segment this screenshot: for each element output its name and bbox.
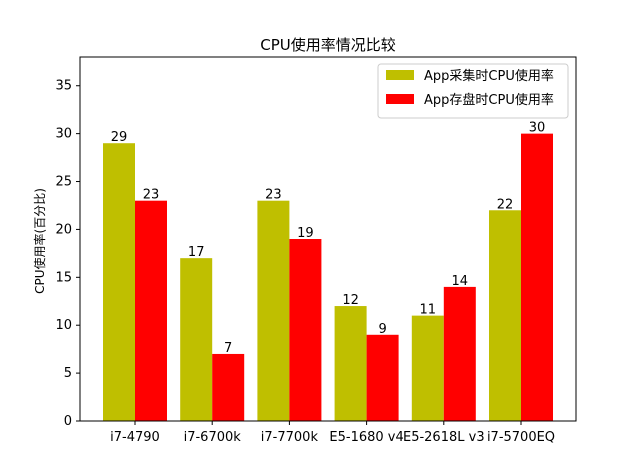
value-label-s1-4: 14 [452, 274, 469, 289]
value-label-s0-3: 12 [342, 293, 359, 308]
bar-s1-3 [366, 334, 399, 421]
x-axis: i7-4790 i7-6700k i7-7700k E5-1680 v4 E5-2618… [110, 421, 555, 445]
bar-s0-1 [180, 258, 213, 421]
value-label-s0-4: 11 [420, 303, 437, 318]
value-label-s1-3: 9 [378, 322, 386, 337]
legend-label-1: App存盘时CPU使用率 [424, 92, 554, 108]
y-tick-label-1: 5 [64, 366, 72, 381]
bar-s1-4 [443, 286, 476, 421]
bar-s0-4 [411, 315, 444, 421]
legend-box [377, 63, 569, 119]
y-tick-label-0: 0 [64, 414, 72, 429]
y-tick-label-6: 30 [55, 127, 72, 142]
value-label-s0-1: 17 [188, 245, 205, 260]
chart-title: CPU使用率情况比较 [260, 36, 396, 54]
bars-group [103, 133, 553, 422]
y-tick-label-5: 25 [55, 175, 72, 190]
x-tick-label-1: i7-6700k [184, 430, 242, 445]
value-label-s1-2: 19 [297, 226, 314, 241]
legend-label-0: App采集时CPU使用率 [424, 68, 554, 84]
bar-s0-2 [257, 200, 290, 421]
value-label-s0-5: 22 [497, 197, 514, 212]
y-tick-label-2: 10 [55, 318, 72, 333]
x-tick-label-4: E5-2618L v3 [403, 430, 485, 445]
legend-swatch-1 [386, 94, 414, 104]
bar-s0-0 [103, 143, 135, 422]
y-tick-label-3: 15 [55, 270, 72, 285]
bar-s0-3 [334, 306, 367, 421]
legend: App采集时CPU使用率 App存盘时CPU使用率 [377, 63, 569, 119]
x-tick-label-0: i7-4790 [110, 430, 160, 445]
value-label-s1-1: 7 [224, 341, 232, 356]
bar-s1-5 [521, 133, 553, 421]
legend-swatch-0 [386, 70, 414, 80]
bar-s1-1 [212, 353, 245, 421]
value-label-s1-0: 23 [143, 188, 160, 203]
bar-s1-0 [135, 200, 167, 421]
y-tick-label-7: 35 [55, 79, 72, 94]
x-tick-label-2: i7-7700k [261, 430, 319, 445]
y-axis-label: CPU使用率(百分比) [32, 188, 47, 294]
bar-s1-2 [289, 239, 322, 421]
y-axis: 0 5 10 15 20 25 30 35 [55, 79, 80, 429]
y-tick-label-4: 20 [55, 222, 72, 237]
value-label-s0-0: 29 [111, 130, 128, 145]
x-tick-label-3: E5-1680 v4 [329, 430, 403, 445]
value-label-s0-2: 23 [265, 188, 282, 203]
bar-s0-5 [489, 210, 521, 421]
x-tick-label-5: i7-5700EQ [487, 430, 555, 445]
value-label-s1-5: 30 [529, 121, 546, 136]
value-labels-group: 29 23 17 7 23 19 12 9 11 14 22 30 [111, 121, 546, 356]
plot-frame [79, 56, 577, 422]
